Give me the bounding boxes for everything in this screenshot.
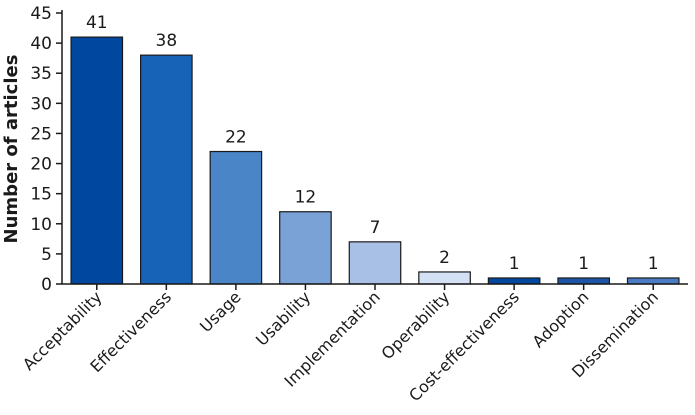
data-label: 1: [578, 254, 589, 274]
y-tick-label: 25: [30, 124, 52, 144]
bar-dissemination: [626, 277, 680, 285]
y-tick-label: 20: [30, 155, 52, 175]
bar-implementation: [348, 241, 402, 285]
y-axis: 0 5 10 15 20 25 30 35 40 45: [30, 4, 63, 295]
data-label: 1: [509, 254, 520, 274]
y-tick-label: 40: [30, 34, 52, 54]
bar-operability: [418, 271, 471, 285]
data-label: 7: [370, 218, 381, 238]
bar-usage: [209, 150, 263, 285]
y-tick-label: 45: [30, 4, 52, 24]
y-tick-label: 0: [41, 275, 52, 295]
bar-usability: [279, 211, 332, 285]
y-tick-label: 15: [30, 185, 52, 205]
y-tick-label: 35: [30, 64, 52, 84]
bar-adoption: [557, 277, 611, 285]
x-tick-label: Usability: [252, 287, 314, 349]
y-axis-label: Number of articles: [1, 55, 22, 244]
y-tick-label: 10: [30, 215, 52, 235]
bar-cost-effectiveness: [487, 277, 541, 285]
data-label: 1: [648, 254, 659, 274]
data-label: 38: [156, 31, 178, 51]
y-tick-label: 5: [41, 245, 52, 265]
data-label: 41: [86, 13, 108, 33]
x-tick-label: Usage: [196, 287, 245, 336]
bar-effectiveness: [139, 54, 193, 285]
x-tick-label: Operability: [378, 287, 454, 363]
bar-acceptability: [70, 36, 124, 285]
data-label: 22: [225, 128, 247, 148]
x-tick-label: Adoption: [529, 287, 593, 351]
data-label: 12: [295, 188, 317, 208]
bars: [70, 36, 680, 285]
data-labels: 41 38 22 12 7 2 1 1 1: [86, 13, 659, 274]
data-label: 2: [439, 248, 450, 268]
y-tick-label: 30: [30, 94, 52, 114]
